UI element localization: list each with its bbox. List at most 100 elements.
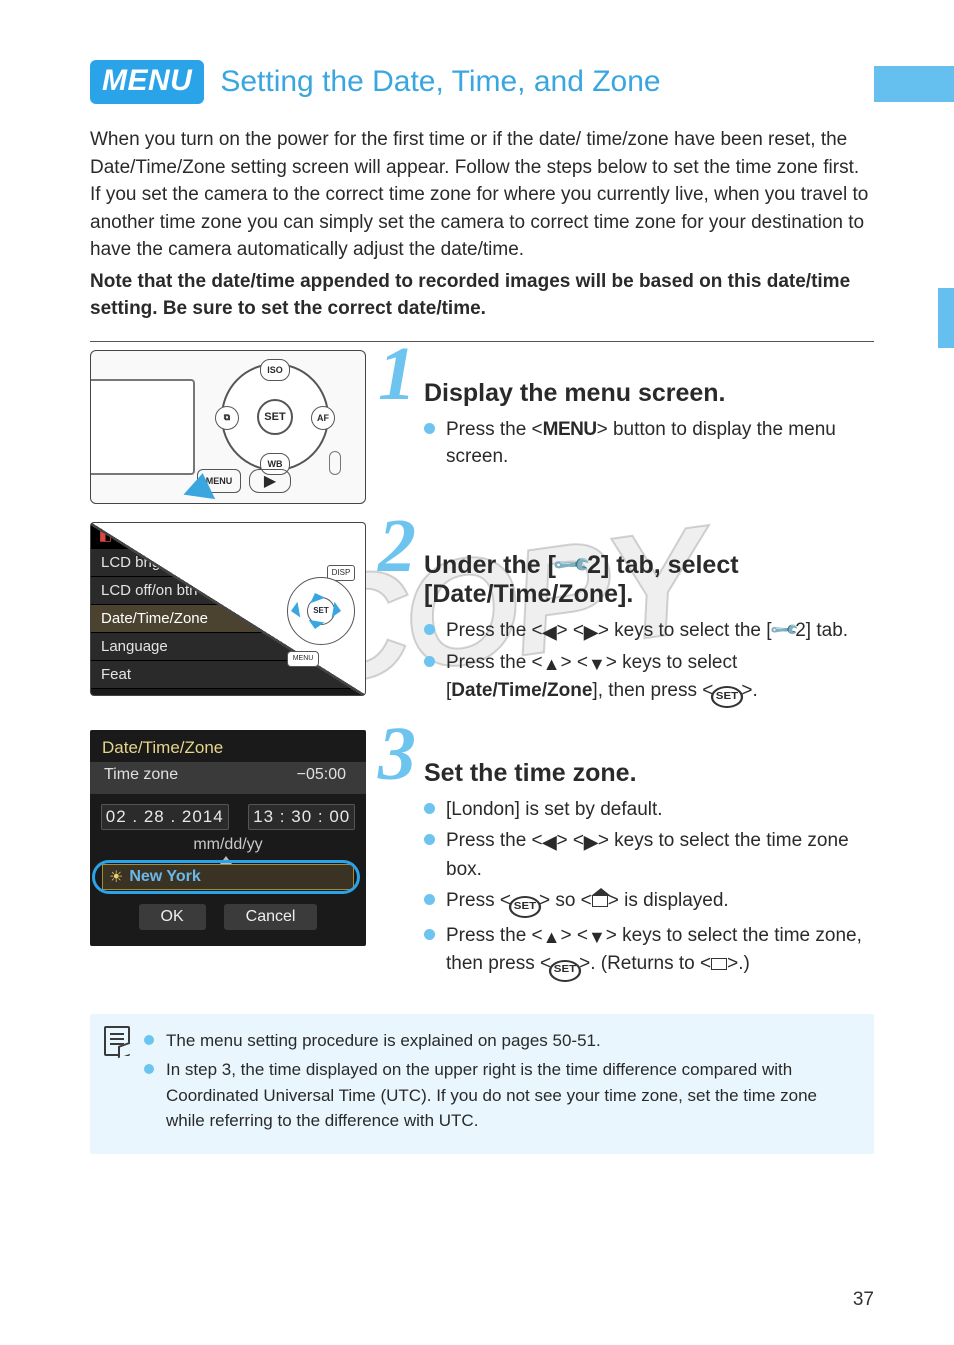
label: Date/Time/Zone <box>101 610 208 627</box>
highlight-oval <box>92 860 360 894</box>
menu-badge: MENU <box>90 60 204 104</box>
tab-shoot-1-icon: ◧ <box>91 523 121 549</box>
page-header: MENU Setting the Date, Time, and Zone <box>90 60 874 104</box>
right-key-icon: ▶ <box>584 619 598 645</box>
dt-date: 02 . 28 . 2014 <box>101 804 229 830</box>
step-3-title: Set the time zone. <box>424 759 874 788</box>
section-color-tab <box>874 66 954 102</box>
label: Feat <box>101 666 131 683</box>
text: > keys to select the [ <box>598 620 772 641</box>
dt-timezone-row: Time zone −05:00 <box>90 762 366 794</box>
arrow-icon <box>306 620 325 639</box>
step-3-bullet-2: Press the <◀> <▶> keys to select the tim… <box>424 827 874 883</box>
step-3-bullet-1: [London] is set by default. <box>424 796 874 824</box>
text: Press the < <box>446 925 543 946</box>
camera-play-button: ▶ <box>249 469 291 493</box>
text: >. (Returns to < <box>579 953 711 974</box>
note-2: In step 3, the time displayed on the upp… <box>144 1057 856 1134</box>
arrow-icon <box>282 602 301 621</box>
intro-text: When you turn on the power for the first… <box>90 126 874 323</box>
step-3-bullet-3: Press <SET> so < > is displayed. <box>424 887 874 918</box>
step-2-bullet-2: Press the <▲> <▼> keys to select [Date/T… <box>424 649 874 708</box>
text: [London] is set by default. <box>446 799 663 820</box>
separator <box>90 341 874 342</box>
tz-value: −05:00 <box>297 766 346 784</box>
tab-setup-icon: 🔧 <box>211 523 241 549</box>
down-key-icon: ▼ <box>588 924 606 950</box>
text: >. <box>741 680 757 701</box>
page-title: Setting the Date, Time, and Zone <box>220 65 660 99</box>
camera-grip-detail <box>329 451 341 475</box>
dt-time: 13 : 30 : 00 <box>248 804 355 830</box>
intro-bold: Note that the date/time appended to reco… <box>90 271 850 320</box>
step-1: ISO WB ⧉ AF SET MENU ▶ 1 Display the men… <box>90 350 874 504</box>
left-key-icon: ◀ <box>543 829 557 855</box>
updown-frame-icon <box>592 895 608 907</box>
camera-dpad: ISO WB ⧉ AF SET <box>221 363 329 471</box>
menu-tabs: ◧ ◧ ▶ ▶ 🔧 <box>91 523 365 549</box>
frame-icon <box>711 958 727 970</box>
intro-p2: Note that the date/time appended to reco… <box>90 268 874 323</box>
dt-cancel-button: Cancel <box>224 904 318 930</box>
step-3-bullet-4: Press the <▲> <▼> keys to select the tim… <box>424 922 874 981</box>
text: > < <box>556 830 583 851</box>
datetime-screenshot: Date/Time/Zone Time zone −05:00 02 . 28 … <box>90 730 366 946</box>
arrow-icon <box>332 602 351 621</box>
note-1: The menu setting procedure is explained … <box>144 1028 856 1054</box>
text: >.) <box>727 953 750 974</box>
set-button-icon: SET <box>549 960 581 982</box>
dt-ok-button: OK <box>139 904 206 930</box>
dt-title: Date/Time/Zone <box>90 730 366 762</box>
text: > < <box>556 620 583 641</box>
up-key-icon: ▲ <box>543 924 561 950</box>
mini-dpad-illustration: DISP SET MENU <box>281 559 361 669</box>
right-key-icon: ▶ <box>584 829 598 855</box>
text: > is displayed. <box>608 890 729 911</box>
dt-fields: 02 . 28 . 2014 13 : 30 : 00 <box>90 794 366 832</box>
text: > < <box>560 652 587 673</box>
dpad-set-button: SET <box>257 399 293 435</box>
menu-word: MENU <box>543 419 597 440</box>
text: [Date/Time/Zone]. <box>424 580 633 608</box>
text: > so < <box>539 890 592 911</box>
dpad-iso-button: ISO <box>260 359 290 381</box>
text: Press the < <box>446 652 543 673</box>
label: Language <box>101 638 168 655</box>
tab-shoot-2-icon: ◧ <box>121 523 151 549</box>
set-button-icon: SET <box>509 896 541 918</box>
mini-menu-button: MENU <box>287 651 319 667</box>
text: 2] tab, select <box>587 551 738 579</box>
text-bold: Date/Time/Zone <box>451 680 592 701</box>
tz-label: Time zone <box>104 766 178 784</box>
text: > keys to select <box>606 652 737 673</box>
label: LCD brightness <box>101 554 204 571</box>
page-number: 37 <box>853 1289 874 1311</box>
side-thumb-tab <box>938 288 954 348</box>
dpad-left-button: ⧉ <box>215 406 239 430</box>
text: 2] tab. <box>795 620 848 641</box>
text: Press < <box>446 890 511 911</box>
set-button-icon: SET <box>711 686 743 708</box>
text: > < <box>560 925 587 946</box>
up-key-icon: ▲ <box>543 651 561 677</box>
tab-play-2-icon: ▶ <box>181 523 211 549</box>
text: Press the < <box>446 830 543 851</box>
text: Press the < <box>446 620 543 641</box>
menu-screenshot: ◧ ◧ ▶ ▶ 🔧 LCD brightness ✲ ⊢--⊣ LCD off/… <box>90 522 366 696</box>
tab-play-1-icon: ▶ <box>151 523 181 549</box>
note-box: The menu setting procedure is explained … <box>90 1014 874 1154</box>
step-1-bullet: Press the <MENU> button to display the m… <box>424 416 874 471</box>
text: Under the [ <box>424 551 556 579</box>
step-1-title: Display the menu screen. <box>424 379 874 408</box>
camera-lcd <box>90 379 195 475</box>
down-key-icon: ▼ <box>588 651 606 677</box>
note-icon <box>104 1026 130 1056</box>
label: LCD off/on btn <box>101 582 197 599</box>
step-2: ◧ ◧ ▶ ▶ 🔧 LCD brightness ✲ ⊢--⊣ LCD off/… <box>90 522 874 712</box>
step-3: Date/Time/Zone Time zone −05:00 02 . 28 … <box>90 730 874 986</box>
intro-p1: When you turn on the power for the first… <box>90 126 874 264</box>
camera-back-illustration: ISO WB ⧉ AF SET MENU ▶ <box>90 350 366 504</box>
dt-buttons: OK Cancel <box>90 894 366 938</box>
wrench-icon: 🔧 <box>765 612 801 648</box>
text: ], then press < <box>592 680 713 701</box>
